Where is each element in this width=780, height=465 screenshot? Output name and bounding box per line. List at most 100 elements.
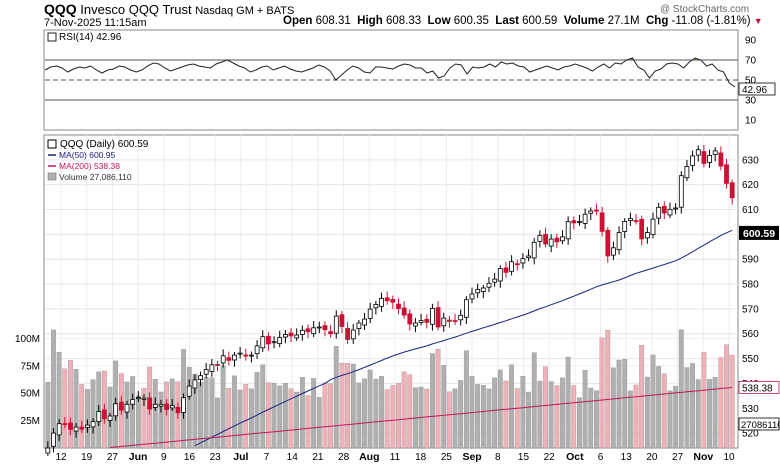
volume-bar: [237, 389, 243, 449]
change-down-arrow-icon: ▼: [753, 16, 763, 26]
candle-body: [588, 210, 594, 214]
date-tick-label: Nov: [693, 451, 713, 463]
candle-body: [469, 293, 475, 300]
candle-body: [311, 327, 317, 335]
candle-body: [345, 328, 351, 340]
date-tick-label: Oct: [566, 451, 584, 463]
volume-bar: [441, 365, 447, 449]
date-tick-label: 14: [287, 452, 299, 463]
candle-body: [458, 314, 464, 321]
ticker-symbol: QQQ: [44, 1, 77, 17]
volume-bar: [565, 356, 571, 449]
candle-body: [243, 354, 249, 357]
candle-body: [503, 267, 509, 273]
rsi-legend-swatch: [47, 32, 57, 42]
volume-label: Volume: [563, 15, 605, 27]
candle-body: [526, 255, 531, 259]
candle-body: [73, 426, 79, 432]
volume-bar: [605, 329, 611, 449]
ma200-value-label: 538.38: [742, 383, 773, 394]
date-tick-label: 19: [81, 452, 93, 463]
volume-bar: [503, 380, 509, 449]
candle-body: [605, 229, 611, 257]
chart-datetime: 7-Nov-2025 11:15am: [44, 17, 147, 29]
rsi-grid: [45, 59, 738, 101]
volume-bar: [209, 377, 215, 449]
volume-bar: [45, 382, 51, 449]
candle-body: [135, 397, 141, 400]
candle-body: [401, 307, 407, 316]
volume-bar: [362, 378, 367, 449]
candle-body: [678, 175, 684, 208]
candle-body: [373, 303, 379, 309]
price-tick-label: 560: [742, 329, 759, 340]
candle-body: [362, 318, 368, 326]
candle-body: [509, 261, 515, 272]
volume-bar: [729, 354, 735, 449]
volume-bar: [73, 369, 79, 449]
candle-body: [90, 421, 96, 428]
low-label: Low: [427, 15, 451, 27]
candle-body: [628, 218, 633, 221]
candle-body: [418, 320, 424, 323]
candle-body: [390, 298, 396, 303]
volume-bar: [130, 376, 136, 449]
candle-body: [611, 247, 616, 256]
rsi-legend: RSI(14) 42.96: [59, 32, 122, 43]
candle-body: [169, 405, 175, 409]
date-tick-label: 15: [518, 452, 530, 463]
date-tick-label: 18: [415, 452, 427, 463]
candle-body: [594, 209, 599, 212]
candle-body: [441, 317, 447, 327]
volume-bar: [294, 391, 300, 449]
candle-body: [158, 403, 164, 407]
volume-bar: [582, 369, 588, 449]
volume-tick-label: 25M: [21, 416, 40, 427]
volume-bar: [141, 387, 147, 449]
candle-body: [661, 205, 667, 214]
volume-bar: [475, 384, 481, 449]
candle-body: [429, 307, 435, 325]
candle-body: [475, 289, 481, 294]
candle-body: [328, 331, 334, 335]
candle-body: [299, 329, 305, 335]
open-label: Open: [283, 15, 313, 27]
volume-bar: [220, 365, 226, 449]
candle-body: [282, 334, 288, 338]
volume-legend-swatch: [47, 172, 57, 181]
price-tick-label: 570: [742, 304, 759, 315]
volume-bar: [707, 379, 712, 449]
candle-body: [271, 341, 277, 344]
candle-body: [729, 182, 735, 199]
candle-body: [690, 155, 695, 166]
candle-body: [707, 154, 712, 163]
candle-body: [379, 298, 384, 307]
date-tick-label: 23: [210, 452, 222, 463]
candle-body: [435, 307, 441, 328]
volume-bar: [328, 383, 334, 449]
candle-body: [350, 329, 356, 340]
candle-body: [198, 375, 204, 381]
volume-bar: [690, 363, 695, 449]
rsi-tick-label: 50: [745, 76, 757, 87]
volume-bar: [350, 363, 356, 449]
candle-body: [645, 232, 650, 239]
volume-bar: [186, 366, 192, 449]
volume-bar: [192, 373, 198, 449]
volume-bar: [616, 359, 622, 449]
candle-body: [452, 320, 458, 322]
candle-body: [712, 150, 718, 155]
volume-bar: [656, 366, 662, 449]
price-tick-label: 590: [742, 255, 759, 266]
volume-bar: [667, 390, 673, 449]
volume-bar: [435, 348, 441, 449]
candle-body: [514, 263, 520, 266]
volume-bar: [316, 397, 322, 449]
candle-body: [56, 423, 62, 436]
volume-bar: [198, 382, 203, 449]
volume-tick-label: 100M: [15, 334, 40, 345]
volume-bar: [152, 379, 158, 449]
rsi-line: [44, 57, 736, 88]
candle-body: [577, 220, 582, 223]
